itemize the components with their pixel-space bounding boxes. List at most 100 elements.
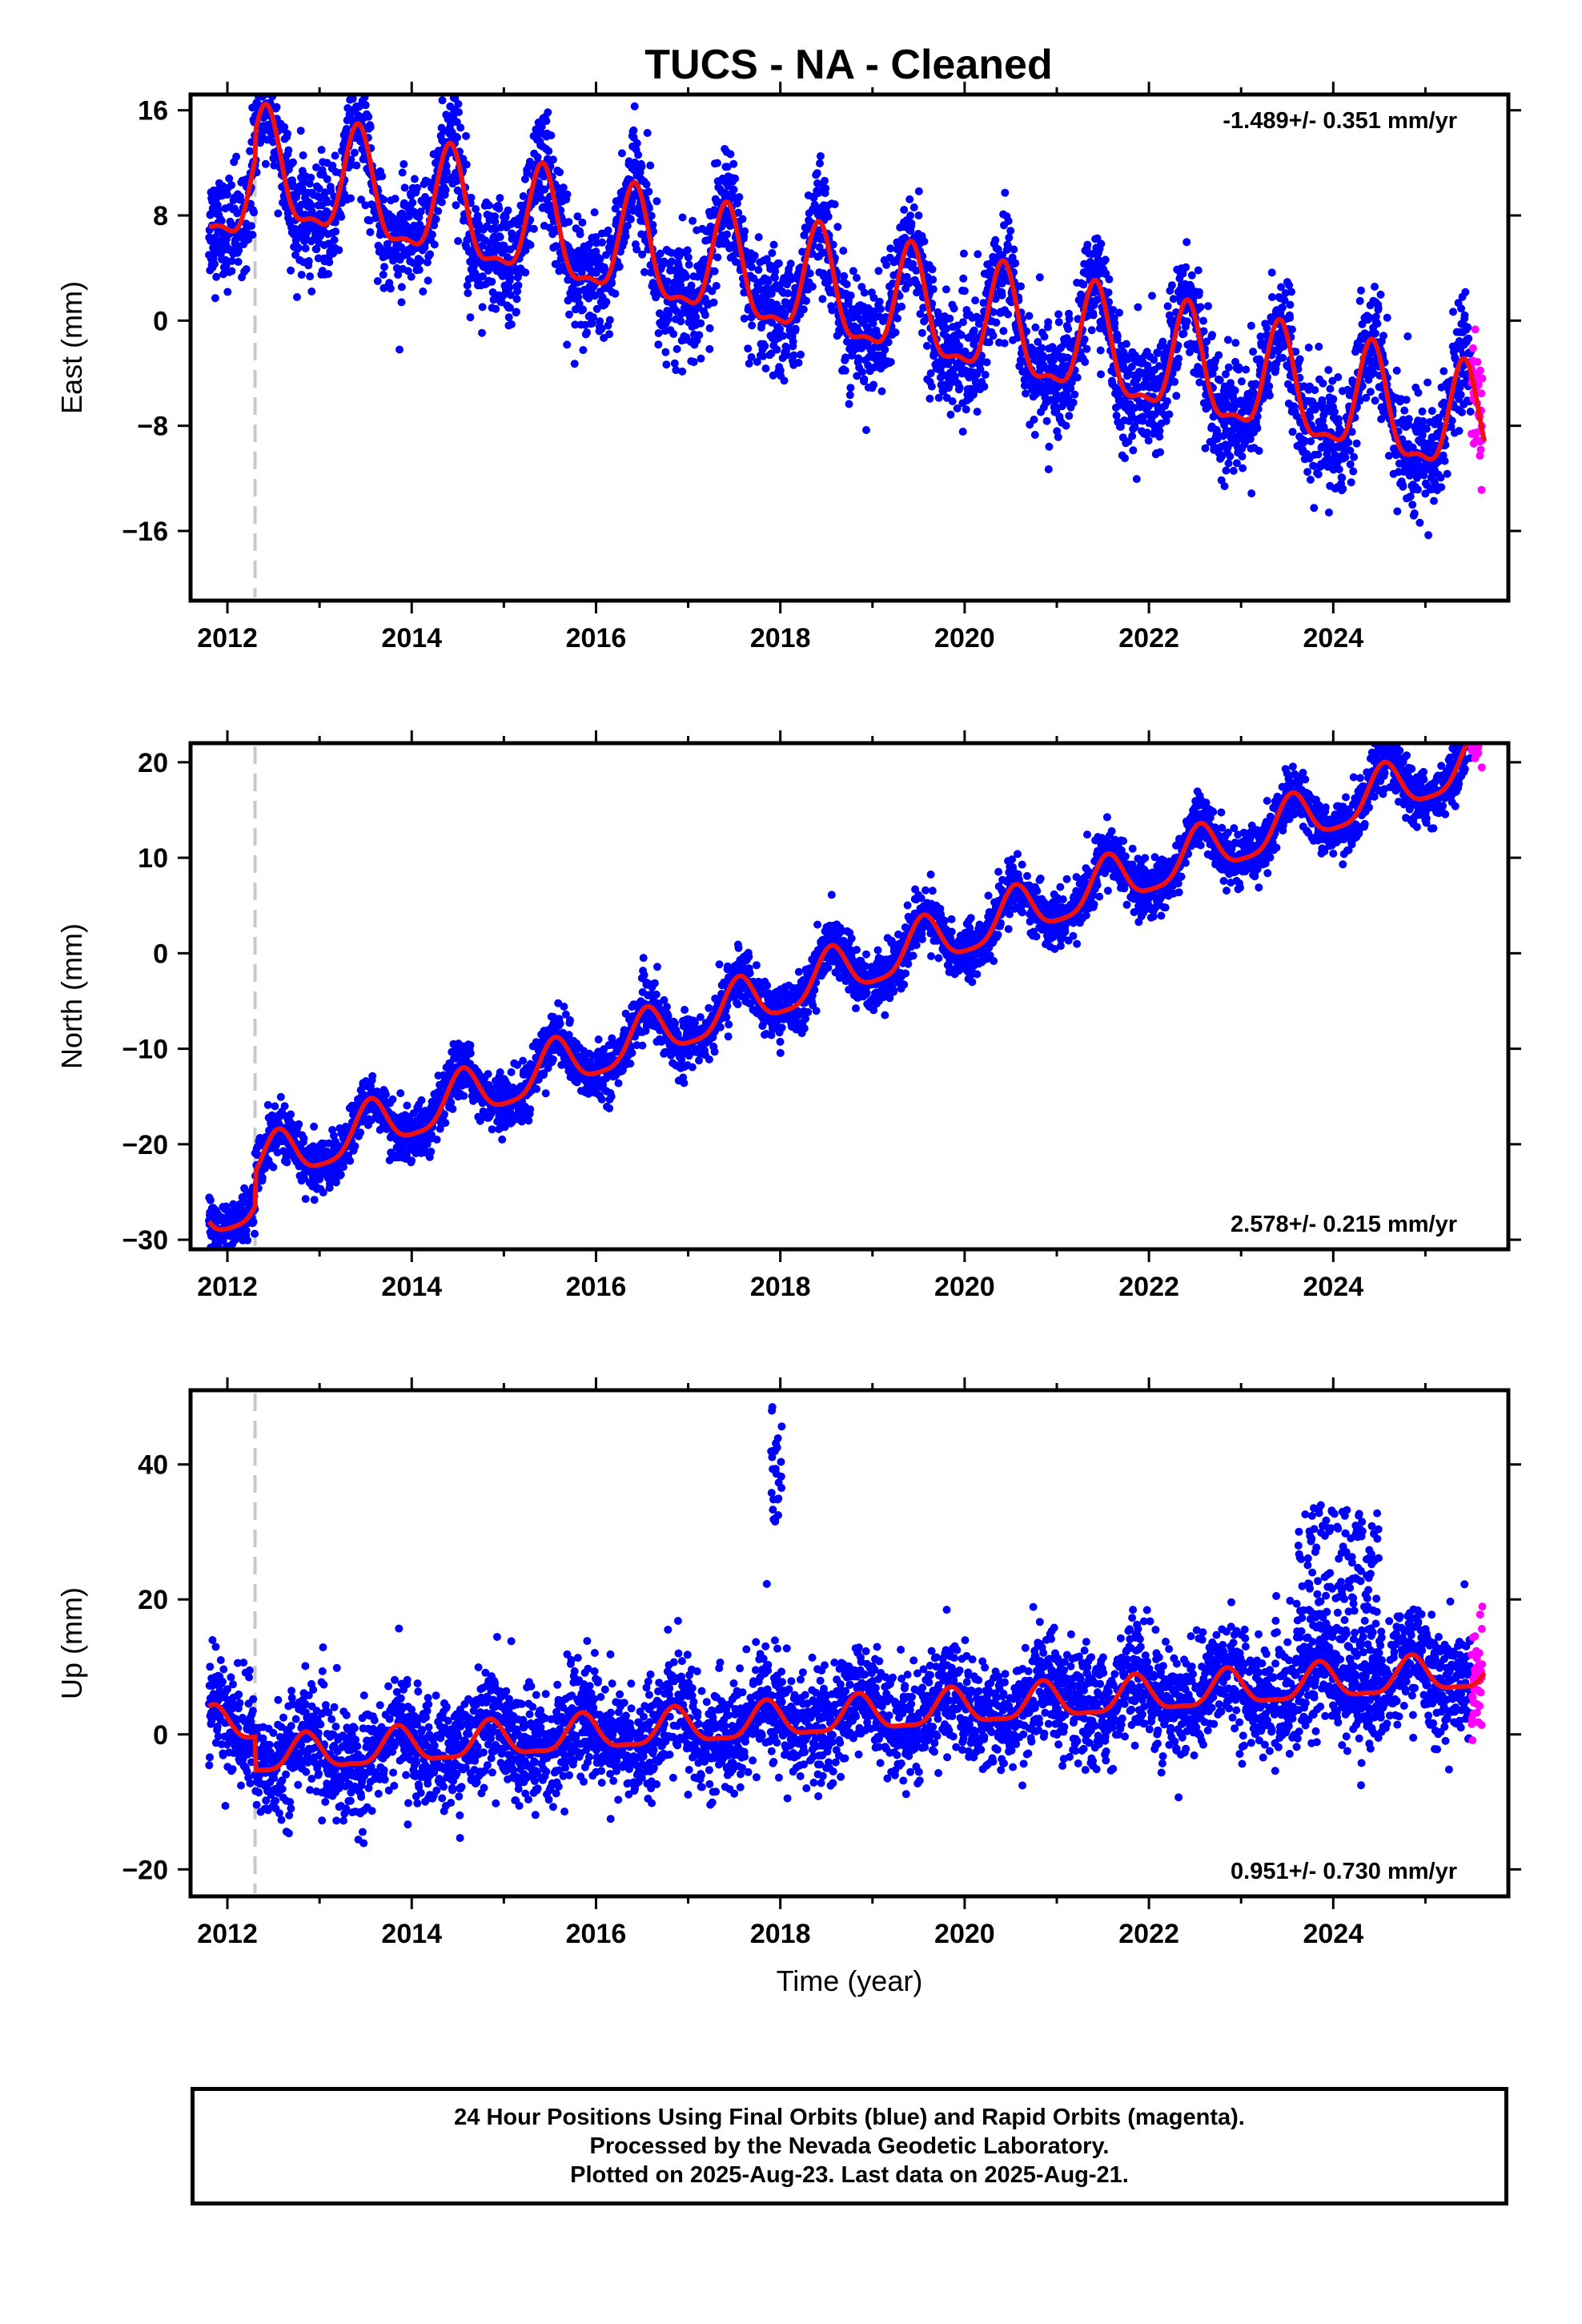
final-orbit-point: [740, 314, 749, 323]
final-orbit-point: [380, 263, 388, 271]
final-orbit-point: [1371, 283, 1379, 291]
final-orbit-point: [1253, 412, 1262, 421]
final-orbit-point: [428, 230, 436, 239]
final-orbit-point: [267, 74, 275, 82]
final-orbit-point: [397, 283, 406, 292]
final-orbit-point: [1044, 465, 1053, 473]
final-orbit-point: [1335, 465, 1343, 474]
final-orbit-point: [1199, 327, 1208, 336]
final-orbit-point: [821, 176, 829, 185]
final-orbit-point: [1224, 363, 1233, 372]
final-orbit-point: [994, 245, 1002, 254]
final-orbit-point: [697, 354, 705, 363]
x-tick-label: 2012: [197, 623, 258, 653]
final-orbit-point: [802, 296, 810, 305]
final-orbit-point: [1362, 393, 1371, 402]
final-orbit-point: [590, 208, 599, 217]
final-orbit-point: [575, 300, 584, 308]
final-orbit-point: [605, 330, 614, 339]
final-orbit-point: [584, 240, 593, 249]
final-orbit-point: [1379, 332, 1387, 340]
final-orbit-point: [1349, 467, 1358, 476]
final-orbit-point: [287, 1110, 295, 1119]
final-orbit-point: [643, 129, 652, 137]
final-orbit-point: [415, 265, 424, 274]
final-orbit-point: [1443, 469, 1452, 478]
final-orbit-point: [973, 408, 982, 416]
final-orbit-point: [1022, 389, 1030, 398]
final-orbit-point: [1422, 424, 1431, 433]
final-orbit-point: [1130, 423, 1139, 432]
final-orbit-point: [219, 270, 227, 279]
final-orbit-point: [1365, 313, 1374, 322]
final-orbit-point: [1355, 296, 1364, 305]
final-orbit-point: [661, 348, 670, 356]
final-orbit-point: [1065, 412, 1074, 420]
final-orbit-point: [462, 160, 471, 169]
final-orbit-point: [259, 60, 267, 68]
final-orbit-point: [970, 326, 978, 335]
final-orbit-point: [1457, 304, 1466, 313]
final-orbit-point: [223, 191, 231, 199]
final-orbit-point: [1150, 410, 1159, 419]
final-orbit-point: [626, 215, 635, 223]
final-orbit-point: [579, 346, 588, 355]
final-orbit-point: [1113, 332, 1122, 340]
final-orbit-point: [1339, 485, 1347, 493]
final-orbit-point: [799, 305, 808, 314]
final-orbit-point: [959, 318, 967, 327]
final-orbit-point: [1083, 240, 1092, 249]
final-orbit-point: [1162, 416, 1170, 425]
final-orbit-point: [307, 287, 316, 296]
final-orbit-point: [223, 287, 232, 296]
final-orbit-point: [1423, 378, 1432, 387]
final-orbit-point: [364, 112, 373, 121]
final-orbit-point: [1366, 388, 1375, 396]
final-orbit-point: [391, 195, 400, 203]
final-orbit-point: [1070, 390, 1079, 399]
final-orbit-point: [1155, 426, 1164, 435]
final-orbit-point: [1215, 376, 1224, 384]
final-orbit-point: [869, 293, 878, 302]
final-orbit-point: [505, 283, 514, 292]
final-orbit-point: [1196, 303, 1205, 312]
final-orbit-point: [337, 212, 346, 221]
final-orbit-point: [423, 258, 432, 267]
final-orbit-point: [484, 266, 492, 275]
final-orbit-point: [858, 368, 867, 376]
x-tick-label: 2022: [1118, 623, 1179, 653]
final-orbit-point: [814, 226, 823, 235]
final-orbit-point: [437, 198, 446, 207]
final-orbit-point: [630, 102, 639, 111]
final-orbit-point: [909, 259, 917, 268]
final-orbit-point: [677, 317, 685, 326]
final-orbit-point: [729, 185, 738, 194]
final-orbit-point: [773, 345, 781, 354]
final-orbit-point: [1082, 344, 1091, 353]
final-orbit-point: [1399, 482, 1407, 491]
final-orbit-point: [841, 353, 850, 362]
final-orbit-point: [955, 342, 964, 351]
final-orbit-point: [808, 282, 817, 291]
final-orbit-point: [410, 175, 419, 183]
final-orbit-point: [1338, 473, 1347, 482]
final-orbit-point: [1096, 346, 1105, 355]
final-orbit-point: [1350, 452, 1359, 461]
final-orbit-point: [211, 259, 219, 268]
final-orbit-point: [979, 299, 988, 308]
final-orbit-point: [670, 359, 679, 368]
final-orbit-point: [578, 218, 587, 227]
final-orbit-point: [678, 367, 687, 376]
final-orbit-point: [271, 1102, 279, 1111]
final-orbit-point: [1121, 454, 1129, 463]
final-orbit-point: [1288, 428, 1297, 436]
final-orbit-point: [468, 252, 477, 261]
final-orbit-point: [841, 366, 849, 375]
final-orbit-point: [927, 382, 936, 391]
final-orbit-point: [1064, 324, 1073, 333]
final-orbit-point: [452, 201, 460, 210]
final-orbit-point: [246, 147, 255, 155]
final-orbit-point: [1195, 287, 1203, 296]
final-orbit-point: [900, 206, 909, 214]
final-orbit-point: [1158, 337, 1167, 346]
